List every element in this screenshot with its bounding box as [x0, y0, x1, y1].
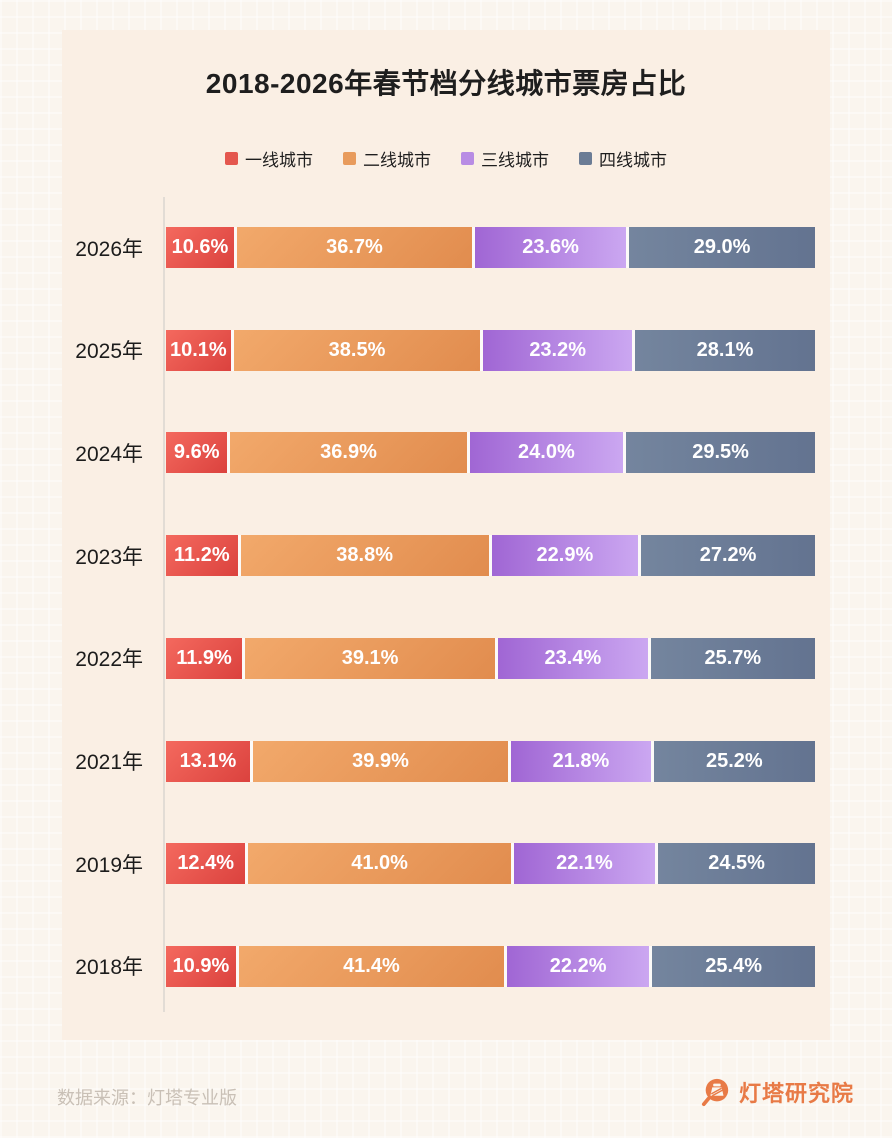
bar-track: 11.2% 38.8% 22.9% 27.2% [166, 535, 816, 577]
stacked-bar-chart: 2026年 10.6% 36.7% 23.6% 29.0% 2025年 10.1% 38.5%… [62, 197, 830, 1012]
brand-name: 灯塔研究院 [738, 1081, 854, 1106]
bar-segment-二线城市: 36.7% [236, 227, 476, 268]
bar-segment-二线城市: 38.5% [233, 329, 484, 371]
bar-track: 9.6% 36.9% 24.0% 29.5% [166, 432, 815, 474]
legend-label: 一线城市 [245, 151, 313, 170]
chart-row-2023年: 2023年 11.2% 38.8% 22.9% 27.2% [62, 535, 830, 577]
bar-track: 10.1% 38.5% 23.2% 28.1% [166, 329, 816, 371]
legend-item-3: 四线城市 [579, 146, 667, 171]
brand-logo: 灯塔研究院 [701, 1076, 854, 1108]
bar-segment-三线城市: 23.4% [498, 637, 651, 679]
chart-row-2019年: 2019年 12.4% 41.0% 22.1% 24.5% [62, 843, 830, 885]
bar-segment-四线城市: 29.0% [629, 227, 815, 268]
bar-track: 13.1% 39.9% 21.8% 25.2% [166, 740, 815, 782]
legend-item-1: 二线城市 [343, 146, 431, 171]
bar-segment-一线城市: 9.6% [166, 432, 231, 474]
bar-segment-四线城市: 25.7% [650, 637, 816, 679]
bar-segment-四线城市: 29.5% [626, 432, 815, 474]
bar-segment-二线城市: 38.8% [240, 535, 492, 577]
category-label: 2022年 [75, 648, 143, 672]
category-label: 2019年 [75, 853, 143, 877]
legend-swatch-icon [343, 152, 356, 165]
bar-segment-二线城市: 41.0% [248, 843, 514, 885]
bar-segment-四线城市: 28.1% [634, 329, 816, 371]
legend-label: 二线城市 [363, 151, 431, 170]
bar-segment-一线城市: 11.2% [166, 535, 241, 577]
bar-segment-四线城市: 27.2% [641, 535, 816, 577]
bar-segment-二线城市: 39.1% [245, 637, 499, 679]
category-label: 2026年 [75, 237, 143, 261]
bar-track: 12.4% 41.0% 22.1% 24.5% [166, 843, 815, 885]
bar-segment-一线城市: 11.9% [166, 637, 246, 679]
bar-segment-四线城市: 24.5% [658, 843, 815, 885]
legend-item-0: 一线城市 [225, 146, 313, 171]
legend: 一线城市 二线城市 三线城市 四线城市 [62, 146, 830, 171]
chart-row-2026年: 2026年 10.6% 36.7% 23.6% 29.0% [62, 227, 830, 268]
bar-track: 10.6% 36.7% 23.6% 29.0% [166, 227, 815, 268]
bar-segment-一线城市: 10.9% [166, 945, 239, 987]
bar-track: 11.9% 39.1% 23.4% 25.7% [166, 637, 816, 679]
chart-row-2025年: 2025年 10.1% 38.5% 23.2% 28.1% [62, 329, 830, 371]
chart-row-2024年: 2024年 9.6% 36.9% 24.0% 29.5% [62, 432, 830, 474]
chart-row-2018年: 2018年 10.9% 41.4% 22.2% 25.4% [62, 945, 830, 987]
bar-segment-一线城市: 12.4% [166, 843, 249, 885]
legend-label: 三线城市 [481, 151, 549, 170]
bar-segment-二线城市: 39.9% [252, 740, 512, 782]
bar-track: 10.9% 41.4% 22.2% 25.4% [166, 945, 815, 987]
bar-segment-三线城市: 22.2% [507, 945, 653, 987]
chart-row-2021年: 2021年 13.1% 39.9% 21.8% 25.2% [62, 740, 830, 782]
lantern-magnifier-icon [701, 1077, 731, 1107]
legend-swatch-icon [225, 152, 238, 165]
chart-row-2022年: 2022年 11.9% 39.1% 23.4% 25.7% [62, 637, 830, 679]
legend-item-2: 三线城市 [461, 146, 549, 171]
legend-swatch-icon [461, 152, 474, 165]
bar-segment-三线城市: 21.8% [511, 740, 654, 782]
bar-segment-四线城市: 25.4% [652, 945, 815, 987]
category-label: 2021年 [75, 751, 143, 775]
category-label: 2018年 [75, 956, 143, 980]
legend-label: 四线城市 [599, 151, 667, 170]
category-label: 2023年 [75, 545, 143, 569]
footer: 数据来源：灯塔专业版 灯塔研究院 [0, 1040, 892, 1138]
bar-segment-三线城市: 23.6% [475, 227, 630, 268]
data-source-text: 数据来源：灯塔专业版 [57, 1088, 237, 1108]
chart-rows: 2026年 10.6% 36.7% 23.6% 29.0% 2025年 10.1% 38.5%… [62, 197, 830, 1012]
y-axis-line [163, 197, 165, 1012]
bar-segment-三线城市: 22.9% [491, 535, 642, 577]
bar-segment-一线城市: 13.1% [166, 740, 253, 782]
chart-card: 2018-2026年春节档分线城市票房占比 一线城市 二线城市 三线城市 四线城市 2… [62, 30, 830, 1040]
bar-segment-二线城市: 36.9% [230, 432, 470, 474]
category-label: 2024年 [75, 442, 143, 466]
bar-segment-二线城市: 41.4% [238, 945, 508, 987]
bar-segment-三线城市: 22.1% [513, 843, 659, 885]
bar-segment-四线城市: 25.2% [653, 740, 815, 782]
bar-segment-三线城市: 24.0% [469, 432, 627, 474]
chart-title: 2018-2026年春节档分线城市票房占比 [205, 68, 687, 99]
bar-segment-一线城市: 10.1% [166, 329, 234, 371]
bar-segment-一线城市: 10.6% [166, 227, 237, 268]
legend-swatch-icon [579, 152, 592, 165]
bar-segment-三线城市: 23.2% [483, 329, 635, 371]
category-label: 2025年 [75, 340, 143, 364]
